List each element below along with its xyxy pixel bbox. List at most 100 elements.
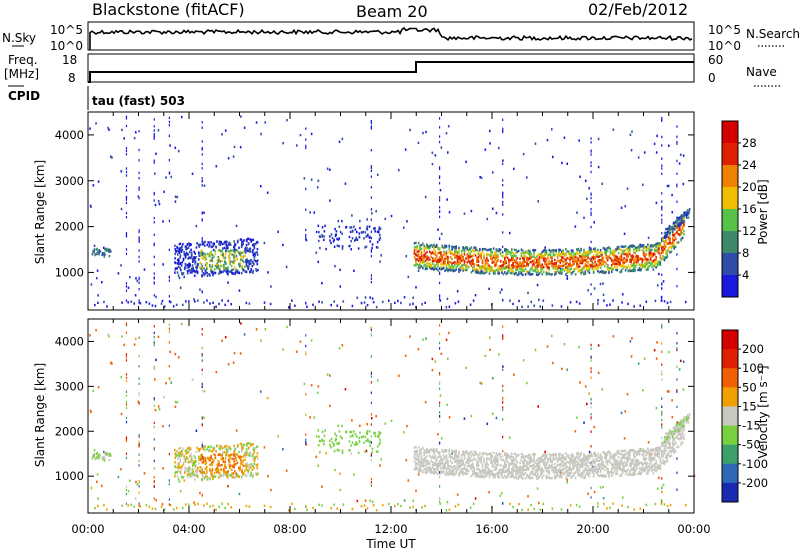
power-cell — [370, 121, 372, 125]
velocity-cell — [185, 452, 187, 455]
power-cell — [666, 301, 669, 305]
power-cell — [548, 262, 551, 266]
power-cell — [615, 257, 617, 260]
velocity-cell — [551, 361, 554, 365]
velocity-cell — [433, 447, 435, 451]
power-cell — [413, 256, 416, 259]
velocity-cell — [422, 458, 424, 462]
power-cell — [434, 250, 437, 253]
power-cell — [438, 258, 441, 262]
power-cell — [656, 250, 659, 253]
power-cell — [549, 253, 552, 257]
power-cell — [465, 264, 467, 267]
power-cell — [502, 213, 504, 216]
power-cell — [591, 260, 594, 263]
power-cell — [206, 271, 208, 275]
power-cell — [215, 240, 218, 243]
power-cell — [683, 233, 685, 236]
power-cell — [370, 218, 372, 221]
power-cell — [462, 256, 464, 259]
velocity-cell — [252, 473, 254, 477]
velocity-cell — [247, 471, 249, 474]
power-cell — [598, 263, 601, 267]
velocity-cell — [583, 421, 585, 424]
power-cell — [203, 301, 205, 304]
velocity-cell — [219, 445, 221, 448]
power-cell — [435, 243, 438, 247]
power-cell — [649, 252, 652, 255]
velocity-cell — [106, 453, 109, 456]
velocity-cell — [435, 471, 438, 475]
velocity-cell — [366, 506, 369, 510]
power-cell — [441, 245, 444, 249]
velocity-cell — [355, 442, 357, 446]
power-cell — [661, 164, 663, 167]
power-cell — [597, 299, 599, 302]
power-cell — [661, 172, 663, 176]
power-cell — [512, 302, 514, 306]
power-cell — [426, 267, 428, 271]
velocity-cell — [188, 466, 190, 469]
power-cell — [358, 235, 361, 239]
velocity-cell — [184, 458, 187, 461]
power-cell — [201, 267, 204, 270]
velocity-cell — [94, 506, 96, 510]
power-cell — [666, 255, 669, 258]
power-cell — [93, 244, 96, 247]
power-cell — [663, 243, 666, 247]
power-cell — [192, 269, 195, 273]
power-cell — [310, 178, 313, 181]
power-cell — [663, 300, 666, 303]
power-cell — [350, 248, 353, 251]
power-cell — [577, 265, 580, 268]
power-cell — [634, 247, 637, 251]
power-cell — [433, 246, 435, 249]
power-cell — [623, 265, 626, 269]
power-cell — [569, 258, 571, 262]
power-cell — [655, 201, 658, 205]
power-cell — [215, 245, 217, 249]
power-cell — [441, 267, 444, 270]
velocity-cell — [193, 473, 196, 477]
velocity-cell — [253, 462, 256, 466]
power-cell — [194, 256, 197, 260]
power-cell — [610, 263, 613, 267]
velocity-cell — [224, 457, 227, 460]
power-cell — [107, 126, 109, 130]
power-cell — [176, 246, 179, 249]
power-cell — [448, 211, 451, 214]
power-cell — [534, 265, 537, 268]
power-cell — [437, 265, 439, 268]
nave-scale-top: 60 — [708, 53, 723, 67]
velocity-cell — [125, 488, 128, 492]
velocity-cell — [521, 508, 523, 512]
power-cell — [567, 270, 570, 274]
power-cell — [238, 246, 240, 249]
power-cell — [469, 247, 471, 250]
velocity-cell — [215, 444, 218, 448]
power-cell — [416, 254, 419, 257]
power-cell — [502, 127, 504, 131]
velocity-cell — [416, 449, 419, 452]
velocity-cell — [188, 469, 191, 472]
velocity-cell — [420, 465, 423, 468]
power-cell — [474, 268, 477, 271]
velocity-cell — [650, 452, 652, 456]
power-cell — [666, 184, 669, 188]
velocity-cell — [426, 471, 428, 474]
velocity-cell — [244, 453, 246, 457]
power-cell — [218, 242, 220, 246]
power-cell — [601, 256, 603, 260]
power-cell — [379, 236, 382, 240]
power-cell — [566, 261, 569, 265]
velocity-cell — [253, 459, 256, 463]
power-cell — [153, 134, 155, 137]
power-cell — [201, 180, 203, 183]
velocity-cell — [254, 463, 257, 467]
power-cell — [93, 250, 95, 253]
velocity-cell — [234, 448, 237, 451]
power-cell — [153, 276, 155, 280]
power-cell — [451, 257, 453, 261]
velocity-cell — [218, 471, 221, 475]
velocity-cell — [370, 328, 372, 331]
